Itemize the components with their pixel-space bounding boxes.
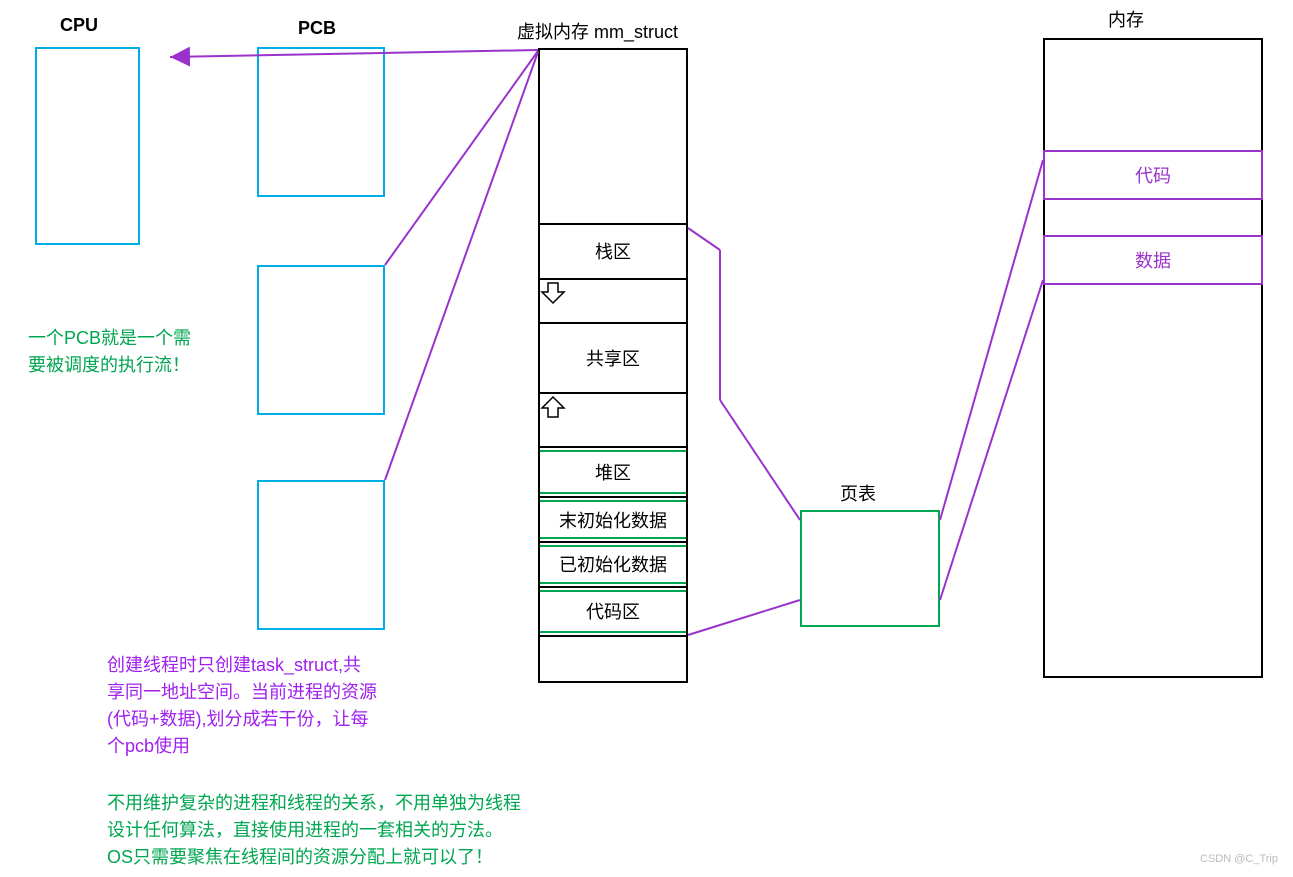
- vm-section: 共享区: [540, 323, 686, 393]
- note-os-focus: 不用维护复杂的进程和线程的关系，不用单独为线程 设计任何算法，直接使用进程的一套…: [107, 790, 521, 871]
- vm-section: [540, 279, 686, 324]
- vm-section: [540, 393, 686, 448]
- pcb-box-2: [257, 265, 385, 415]
- vm-section: 栈区: [540, 224, 686, 279]
- note-pcb-exec-flow: 一个PCB就是一个需 要被调度的执行流！: [28, 325, 191, 379]
- memory-data-slot: 数据: [1043, 235, 1263, 285]
- memory-code-slot: 代码: [1043, 150, 1263, 200]
- vm-section: 代码区: [540, 587, 686, 637]
- cpu-label: CPU: [60, 15, 98, 36]
- vm-section: 已初始化数据: [540, 542, 686, 587]
- vm-section: 堆区: [540, 447, 686, 497]
- pagetable-label: 页表: [840, 480, 876, 506]
- memory-box: [1043, 38, 1263, 678]
- vm-section: [540, 636, 686, 681]
- note-thread-create: 创建线程时只创建task_struct,共 享同一地址空间。当前进程的资源 (代…: [107, 652, 377, 760]
- pagetable-box: [800, 510, 940, 627]
- pcb-box-1: [257, 47, 385, 197]
- vm-box: 栈区共享区堆区末初始化数据已初始化数据代码区: [538, 48, 688, 683]
- vm-label: 虚拟内存 mm_struct: [517, 18, 678, 44]
- pcb-label: PCB: [298, 18, 336, 39]
- vm-section: 末初始化数据: [540, 497, 686, 542]
- memory-label: 内存: [1108, 6, 1144, 32]
- watermark: CSDN @C_Trip: [1200, 853, 1278, 865]
- pcb-box-3: [257, 480, 385, 630]
- cpu-box: [35, 47, 140, 245]
- vm-section: [540, 50, 686, 224]
